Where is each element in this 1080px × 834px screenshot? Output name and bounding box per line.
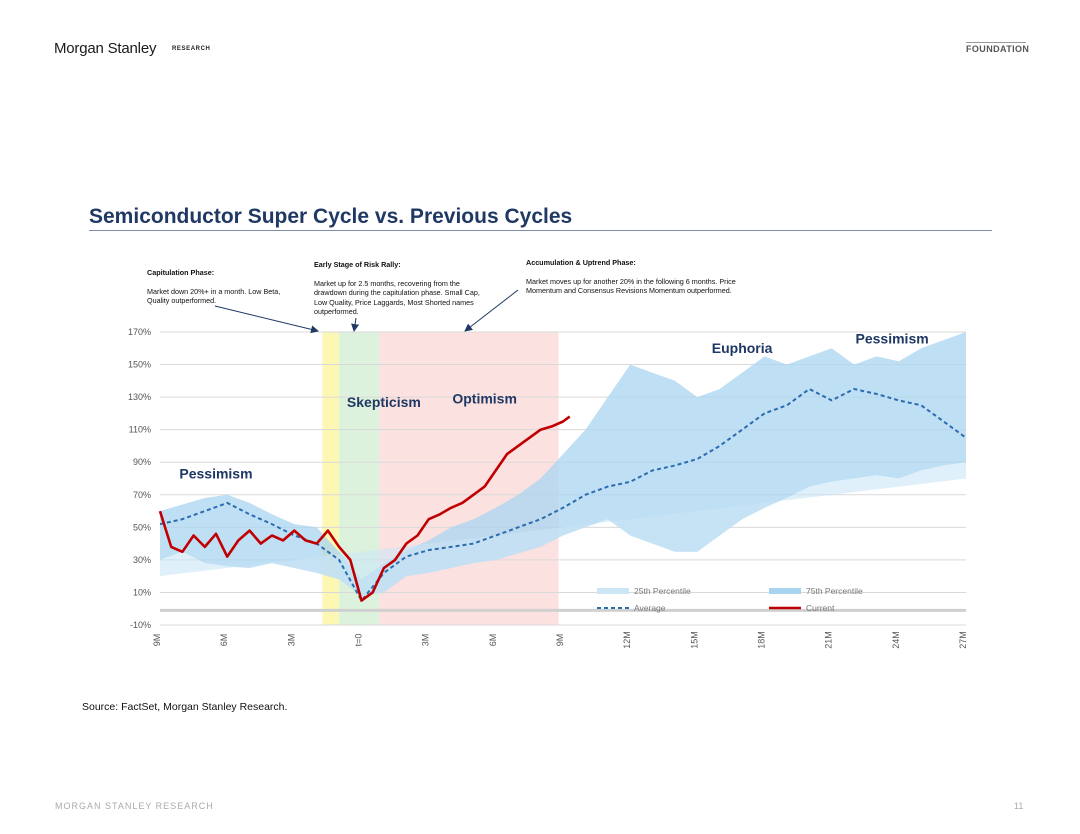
x-tick-label: 24M [891, 631, 901, 649]
x-tick-label: 12M [622, 631, 632, 649]
y-tick-label: 150% [128, 360, 151, 370]
x-tick-label: t=0 [354, 634, 364, 647]
annotation-body: Market down 20%+ in a month. Low Beta, Q… [147, 286, 281, 306]
brand-logo: Morgan Stanley [54, 40, 157, 57]
y-tick-label: 110% [129, 425, 151, 435]
percentile-band-25th [160, 462, 966, 596]
annotation-heading: Accumulation & Uptrend Phase: [526, 258, 636, 267]
legend-label-current: Current [806, 603, 835, 613]
x-tick-label: 9M [152, 634, 162, 647]
annotation-arrow [464, 289, 519, 332]
legend-swatch-75th [769, 588, 801, 594]
page-title: Semiconductor Super Cycle vs. Previous C… [89, 205, 573, 228]
x-tick-label: 18M [757, 631, 767, 649]
x-tick-label: 15M [689, 631, 699, 649]
y-tick-label: 90% [133, 457, 151, 467]
x-tick-label: 9M [555, 634, 565, 647]
footer-label: MORGAN STANLEY RESEARCH [55, 801, 214, 811]
phase-region-uptrend [379, 332, 559, 625]
brand-research-label: RESEARCH [172, 46, 211, 52]
percentile-band-75th [160, 332, 966, 596]
annotation-capitulation: Capitulation Phase: Market down 20%+ in … [147, 268, 297, 306]
page-number: 11 [1014, 801, 1024, 811]
y-tick-label: 70% [133, 490, 151, 500]
x-tick-label: 3M [421, 634, 431, 647]
y-tick-label: 130% [128, 392, 151, 402]
annotation-body: Market moves up for another 20% in the f… [526, 276, 736, 296]
x-tick-label: 27M [958, 631, 968, 649]
phase-label: Euphoria [712, 340, 773, 356]
legend-swatch-25th [597, 588, 629, 594]
annotation-arrow [351, 317, 360, 332]
legend-label-25th: 25th Percentile [634, 586, 691, 596]
x-tick-label: 6M [488, 634, 498, 647]
x-tick-label: 3M [286, 634, 296, 647]
phase-label: Pessimism [856, 330, 929, 346]
annotation-body: Market up for 2.5 months, recovering fro… [314, 278, 480, 317]
annotation-early-rally: Early Stage of Risk Rally: Market up for… [314, 260, 494, 317]
series-line-current [158, 415, 571, 602]
y-tick-label: 30% [133, 555, 151, 565]
y-tick-label: 170% [128, 327, 151, 337]
foundation-tag: FOUNDATION [966, 44, 1030, 54]
phase-region-capitulation [322, 332, 340, 625]
series-line-average [159, 387, 967, 603]
tag-divider [966, 42, 1026, 43]
annotation-arrow [214, 305, 319, 334]
legend-label-average: Average [634, 603, 666, 613]
phase-label: Skepticism [347, 394, 421, 410]
annotation-uptrend: Accumulation & Uptrend Phase: Market mov… [526, 258, 751, 296]
source-note: Source: FactSet, Morgan Stanley Research… [82, 701, 288, 713]
phase-label: Pessimism [179, 466, 252, 482]
phase-label: Optimism [452, 391, 517, 407]
y-tick-label: -10% [130, 620, 151, 630]
y-tick-label: 50% [133, 522, 151, 532]
x-tick-label: 6M [219, 634, 229, 647]
legend-label-75th: 75th Percentile [806, 586, 863, 596]
title-divider [89, 230, 992, 231]
annotation-heading: Capitulation Phase: [147, 268, 215, 277]
y-tick-label: 10% [133, 587, 151, 597]
x-tick-label: 21M [824, 631, 834, 649]
annotation-heading: Early Stage of Risk Rally: [314, 260, 401, 269]
